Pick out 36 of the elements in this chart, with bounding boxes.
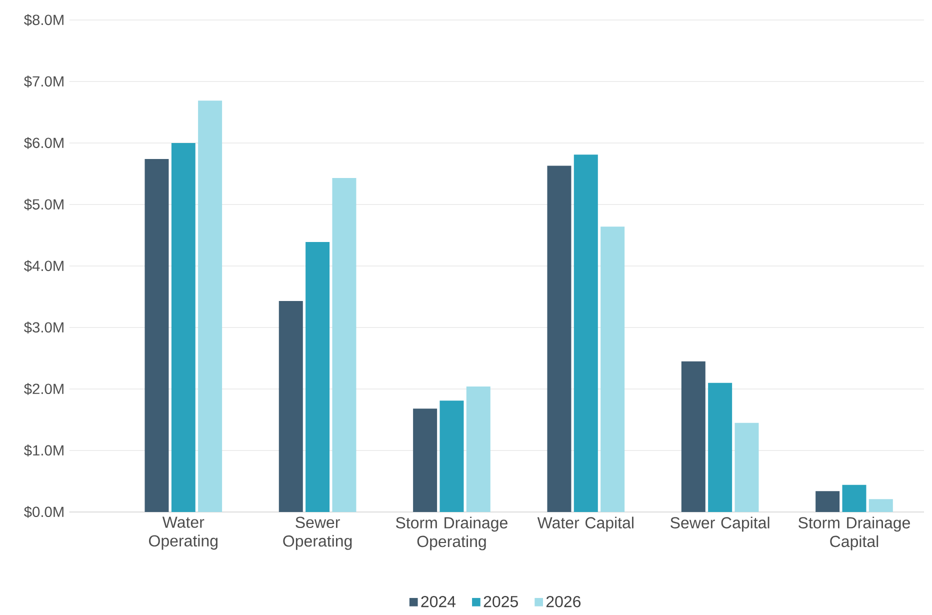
y-tick-label: $7.0M [24, 76, 64, 88]
bar [198, 100, 222, 512]
bar [278, 301, 303, 512]
bar [600, 226, 625, 512]
legend-label: 2025 [484, 596, 518, 608]
bar [440, 400, 464, 512]
bar [171, 143, 196, 512]
legend-label: 2026 [546, 596, 581, 608]
bar [306, 242, 330, 512]
bar [842, 485, 866, 512]
y-tick-label: $5.0M [24, 198, 64, 211]
bar [816, 491, 840, 512]
x-tick-label: Storm Drainage Operating [396, 516, 508, 550]
bar [547, 166, 572, 512]
x-tick-label: Water Capital [537, 516, 634, 532]
bar [413, 408, 438, 512]
y-tick-label: $8.0M [24, 14, 64, 26]
x-tick-label: Water Operating [149, 516, 218, 550]
bar [574, 154, 598, 512]
y-tick-label: $0.0M [24, 506, 64, 518]
y-tick-label: $4.0M [24, 260, 64, 272]
bar [734, 422, 759, 512]
x-tick-label: Storm Drainage Capital [798, 516, 910, 550]
bar [466, 386, 490, 512]
legend-label: 2024 [421, 596, 456, 608]
bar [144, 159, 169, 512]
bar [708, 383, 732, 512]
y-tick-label: $1.0M [24, 444, 64, 457]
x-tick-label: Sewer Operating [283, 516, 352, 550]
bar [681, 361, 706, 512]
y-tick-label: $3.0M [24, 322, 64, 334]
y-tick-label: $6.0M [24, 137, 64, 150]
y-tick-label: $2.0M [24, 383, 64, 396]
bar [868, 499, 893, 512]
x-tick-label: Sewer Capital [670, 516, 770, 532]
bar [332, 178, 356, 512]
